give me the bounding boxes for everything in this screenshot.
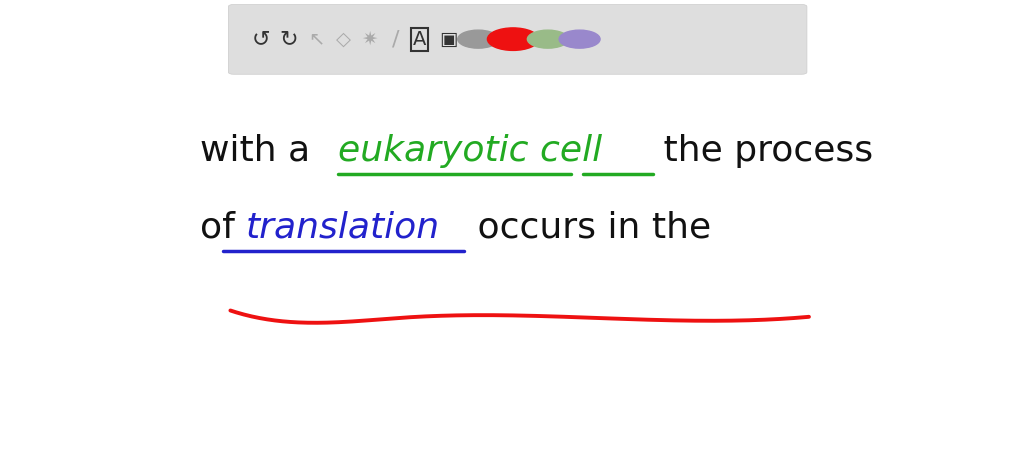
Text: occurs in the: occurs in the <box>466 210 711 244</box>
Text: ↖: ↖ <box>308 30 325 49</box>
Text: translation: translation <box>246 210 440 244</box>
Text: ↻: ↻ <box>280 29 298 49</box>
Text: ✷: ✷ <box>361 30 378 49</box>
Text: A: A <box>413 30 427 49</box>
Text: ↺: ↺ <box>252 29 270 49</box>
Circle shape <box>527 30 568 48</box>
Text: with a: with a <box>200 134 322 168</box>
Text: ▣: ▣ <box>439 30 458 49</box>
Text: of: of <box>200 210 246 244</box>
Text: the process: the process <box>652 134 873 168</box>
Circle shape <box>458 30 499 48</box>
Text: eukaryotic cell: eukaryotic cell <box>338 134 602 168</box>
Circle shape <box>559 30 600 48</box>
Text: ◇: ◇ <box>336 30 350 49</box>
Text: /: / <box>391 29 399 49</box>
Circle shape <box>487 28 539 50</box>
FancyBboxPatch shape <box>228 4 807 74</box>
